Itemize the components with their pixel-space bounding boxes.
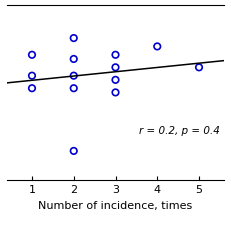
Point xyxy=(72,149,76,153)
Point xyxy=(197,65,201,69)
Point xyxy=(155,45,159,48)
Point xyxy=(72,74,76,78)
Text: r = 0.2, p = 0.4: r = 0.2, p = 0.4 xyxy=(139,126,220,136)
Point xyxy=(30,86,34,90)
Point xyxy=(72,86,76,90)
Point xyxy=(30,74,34,78)
X-axis label: Number of incidence, times: Number of incidence, times xyxy=(38,201,193,211)
Point xyxy=(114,53,117,57)
Point xyxy=(72,57,76,61)
Point xyxy=(114,91,117,94)
Point xyxy=(72,36,76,40)
Point xyxy=(30,53,34,57)
Point xyxy=(114,78,117,82)
Point xyxy=(114,65,117,69)
